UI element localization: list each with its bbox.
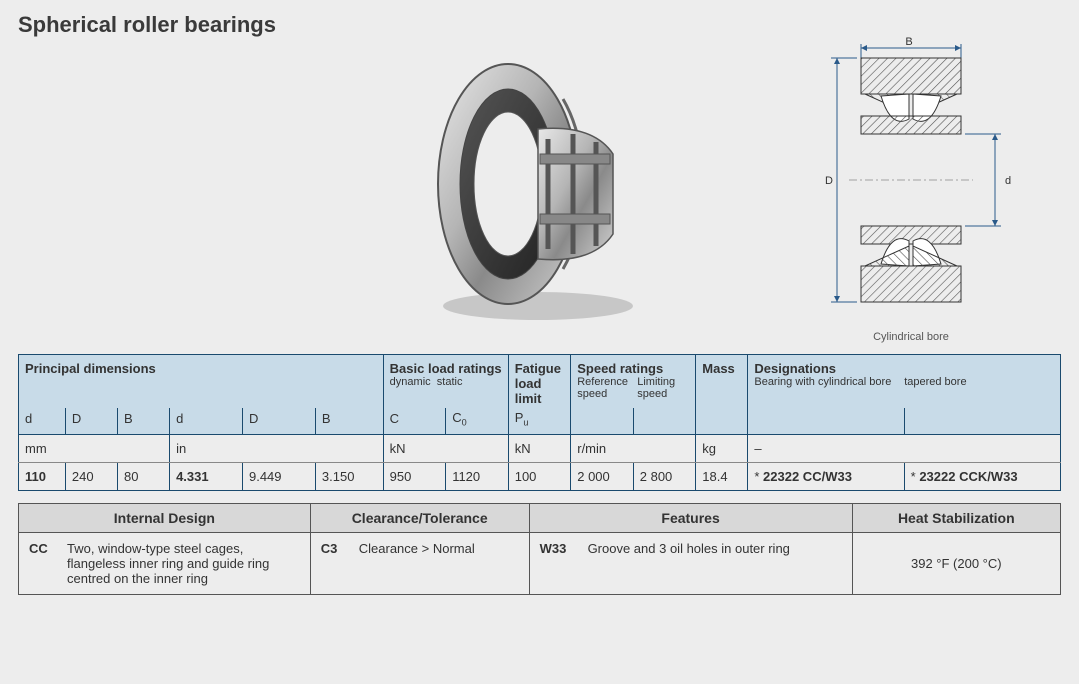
val-desig2: * 23222 CCK/W33	[904, 462, 1060, 490]
val-desig1: * 22322 CC/W33	[748, 462, 904, 490]
val-C: 950	[383, 462, 446, 490]
sym-D-in: D	[242, 408, 315, 434]
val-mass: 18.4	[696, 462, 748, 490]
bearing-3d-image	[408, 44, 648, 324]
val-D-in: 9.449	[242, 462, 315, 490]
sym-B: B	[117, 408, 169, 434]
val-B-in: 3.150	[315, 462, 383, 490]
dim-D-label: D	[825, 175, 833, 187]
hdr-speed: Speed ratings Reference speedLimiting sp…	[571, 355, 696, 409]
sym-Pu: Pu	[508, 408, 571, 434]
hdr-principal: Principal dimensions	[19, 355, 384, 409]
unit-kN2: kN	[508, 434, 571, 462]
feat-internal-code: CC	[29, 541, 57, 586]
dim-d-label: d	[1005, 175, 1011, 187]
feat-clearance-text: Clearance > Normal	[359, 541, 519, 556]
sym-D: D	[65, 408, 117, 434]
schematic-caption: Cylindrical bore	[791, 331, 1031, 343]
sym-d-in: d	[170, 408, 243, 434]
feat-internal-cell: CC Two, window-type steel cages, flangel…	[19, 532, 311, 594]
unit-in: in	[170, 434, 384, 462]
sym-C: C	[383, 408, 446, 434]
feat-clearance-cell: C3 Clearance > Normal	[310, 532, 529, 594]
feat-hdr-heat: Heat Stabilization	[852, 503, 1060, 532]
sym-B-in: B	[315, 408, 383, 434]
sym-C0: C0	[446, 408, 509, 434]
unit-mm: mm	[19, 434, 170, 462]
hdr-fatigue: Fatigue load limit	[508, 355, 571, 409]
val-D-mm: 240	[65, 462, 117, 490]
hdr-basic-load: Basic load ratings dynamic static	[383, 355, 508, 409]
hdr-designations: Designations Bearing with cylindrical bo…	[748, 355, 1061, 409]
feat-features-code: W33	[540, 541, 578, 556]
feat-hdr-clearance: Clearance/Tolerance	[310, 503, 529, 532]
val-lim-speed: 2 800	[633, 462, 696, 490]
unit-rmin: r/min	[571, 434, 696, 462]
feat-heat-cell: 392 °F (200 °C)	[852, 532, 1060, 594]
dimensions-table: Principal dimensions Basic load ratings …	[18, 354, 1061, 491]
sym-d: d	[19, 408, 66, 434]
feat-hdr-internal: Internal Design	[19, 503, 311, 532]
feat-clearance-code: C3	[321, 541, 349, 556]
unit-kN: kN	[383, 434, 508, 462]
val-ref-speed: 2 000	[571, 462, 634, 490]
dim-B-label: B	[905, 36, 912, 48]
val-B-mm: 80	[117, 462, 169, 490]
bearing-schematic: B D	[791, 34, 1031, 343]
val-d-mm: 110	[19, 462, 66, 490]
feat-hdr-features: Features	[529, 503, 852, 532]
val-Pu: 100	[508, 462, 571, 490]
val-d-in: 4.331	[170, 462, 243, 490]
val-C0: 1120	[446, 462, 509, 490]
feat-internal-text: Two, window-type steel cages, flangeless…	[67, 541, 300, 586]
features-table: Internal Design Clearance/Tolerance Feat…	[18, 503, 1061, 595]
hdr-mass: Mass	[696, 355, 748, 409]
unit-kg: kg	[696, 434, 748, 462]
feat-features-cell: W33 Groove and 3 oil holes in outer ring	[529, 532, 852, 594]
feat-features-text: Groove and 3 oil holes in outer ring	[588, 541, 842, 556]
unit-dash: –	[748, 434, 1061, 462]
